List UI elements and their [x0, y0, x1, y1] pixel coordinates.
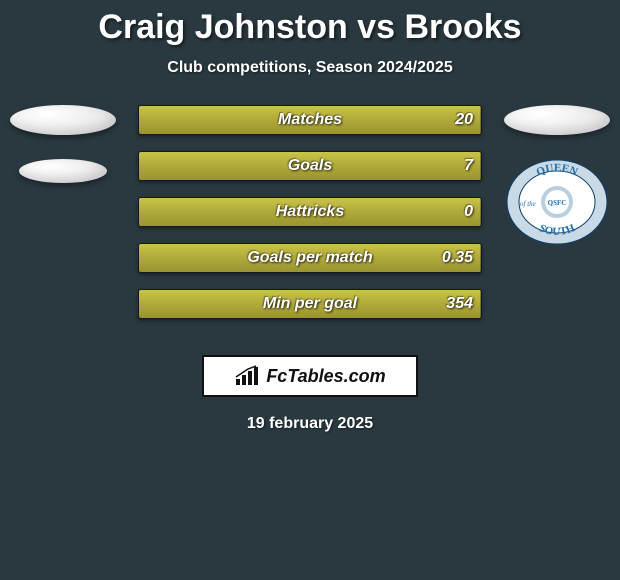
- left-player-column: [8, 105, 118, 183]
- subtitle: Club competitions, Season 2024/2025: [0, 59, 620, 77]
- comparison-chart: QUEEN SOUTH of the QSFC Matches 20 Goals…: [0, 111, 620, 341]
- player-photo-ellipse-icon: [10, 105, 116, 135]
- bar-value: 0.35: [442, 244, 473, 272]
- bar-row: Min per goal 354: [138, 289, 482, 319]
- badge-text-left: of the: [520, 200, 536, 208]
- bar-row: Goals 7: [138, 151, 482, 181]
- bar-label: Goals per match: [139, 244, 481, 272]
- page-title: Craig Johnston vs Brooks: [0, 0, 620, 47]
- bar-label: Matches: [139, 106, 481, 134]
- player-photo-ellipse-icon: [504, 105, 610, 135]
- bar-label: Hattricks: [139, 198, 481, 226]
- club-badge-icon: QUEEN SOUTH of the QSFC: [506, 159, 608, 245]
- bar-label: Goals: [139, 152, 481, 180]
- bar-row: Matches 20: [138, 105, 482, 135]
- bar-row: Goals per match 0.35: [138, 243, 482, 273]
- date-line: 19 february 2025: [0, 415, 620, 433]
- bar-label: Min per goal: [139, 290, 481, 318]
- bar-value: 7: [464, 152, 473, 180]
- bar-chart-icon: [234, 365, 260, 387]
- brand-text: FcTables.com: [266, 366, 385, 387]
- bar-value: 0: [464, 198, 473, 226]
- bar-row: Hattricks 0: [138, 197, 482, 227]
- badge-monogram: QSFC: [548, 199, 567, 207]
- bar-value: 20: [455, 106, 473, 134]
- player-photo-ellipse-icon: [19, 159, 107, 183]
- right-player-column: QUEEN SOUTH of the QSFC: [502, 105, 612, 245]
- bar-value: 354: [446, 290, 473, 318]
- brand-box[interactable]: FcTables.com: [202, 355, 418, 397]
- bar-list: Matches 20 Goals 7 Hattricks 0 Goals per…: [138, 105, 482, 335]
